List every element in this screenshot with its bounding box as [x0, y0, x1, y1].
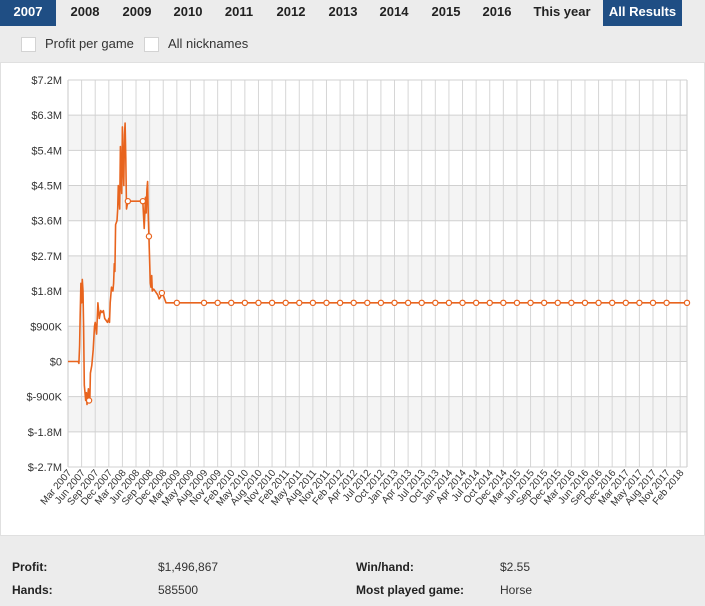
tab-2012[interactable]: 2012: [276, 4, 306, 19]
y-tick-label: $1.8M: [31, 286, 62, 298]
winhand-label: Win/hand:: [356, 560, 414, 574]
options-row: Profit per game All nicknames: [0, 34, 705, 56]
tab-2010[interactable]: 2010: [173, 4, 203, 19]
profit-point-marker: [636, 299, 643, 307]
profit-point-marker: [486, 299, 493, 307]
profit-point-marker: [540, 299, 548, 307]
profit-point-marker: [581, 299, 589, 307]
profit-point-marker: [214, 299, 221, 307]
profit-point-marker: [445, 299, 453, 307]
tab-2013[interactable]: 2013: [328, 4, 358, 19]
stats-panel: Profit: $1,496,867 Win/hand: $2.55 Hands…: [0, 546, 705, 606]
profit-point-marker: [145, 233, 153, 240]
profit-value: $1,496,867: [158, 560, 219, 574]
y-tick-label: $6.3M: [31, 110, 62, 122]
plot-band: [68, 220, 687, 256]
y-tick-label: $7.2M: [31, 75, 62, 87]
year-tabs: 2007 2008 2009 2010 2011 2012 2013 2014 …: [0, 0, 705, 26]
profit-point-marker: [513, 299, 521, 307]
tab-2016[interactable]: 2016: [482, 4, 512, 19]
profit-point-marker: [663, 299, 670, 307]
profit-per-game-checkbox[interactable]: [21, 37, 36, 52]
most-played-value: Horse: [500, 583, 533, 597]
profit-point-marker: [568, 299, 575, 307]
y-tick-label: $4.5M: [31, 181, 62, 193]
profit-point-marker: [255, 299, 262, 307]
profit-point-marker: [683, 299, 691, 307]
profit-point-marker: [432, 299, 439, 307]
tab-all-results[interactable]: All Results: [603, 0, 682, 26]
plot-band: [68, 396, 687, 432]
profit-point-marker: [377, 299, 385, 307]
y-tick-label: $0: [50, 356, 62, 368]
y-tick-label: $3.6M: [31, 216, 62, 228]
profit-label: Profit:: [12, 560, 48, 574]
y-tick-label: $-2.7M: [28, 462, 62, 474]
most-played-label: Most played game:: [356, 583, 465, 597]
tab-this-year[interactable]: This year: [533, 4, 591, 19]
chart-panel: $7.2M $6.3M $5.4M $4.5M $3.6M $2.7M $1.8M $900K…: [0, 62, 705, 536]
profit-point-marker: [309, 299, 317, 307]
hands-value: 585500: [158, 583, 199, 597]
filter-bar: 2007 2008 2009 2010 2011 2012 2013 2014 …: [0, 0, 705, 62]
profit-point-marker: [336, 299, 344, 307]
winhand-value: $2.55: [500, 560, 531, 574]
profit-series-line: [68, 122, 687, 406]
profit-point-marker: [649, 299, 657, 307]
profit-point-marker: [282, 299, 289, 307]
profit-point-marker: [173, 299, 181, 307]
profit-point-marker: [595, 299, 602, 307]
profit-point-marker: [418, 299, 425, 307]
y-tick-label: $900K: [30, 321, 62, 333]
profit-point-marker: [608, 299, 616, 307]
profit-point-marker: [404, 299, 412, 307]
profit-point-marker: [124, 197, 132, 205]
all-nicknames-checkbox[interactable]: [144, 37, 159, 52]
y-tick-label: $-1.8M: [28, 427, 62, 439]
profit-per-game-label[interactable]: Profit per game: [45, 36, 134, 51]
profit-point-marker: [554, 299, 561, 307]
profit-point-marker: [350, 299, 357, 307]
tab-2008[interactable]: 2008: [70, 4, 100, 19]
profit-point-marker: [296, 299, 303, 307]
plot-band: [68, 80, 687, 116]
profit-point-marker: [139, 197, 147, 205]
profit-line-chart: $7.2M $6.3M $5.4M $4.5M $3.6M $2.7M $1.8M $900K…: [27, 75, 691, 509]
plot-band: [68, 431, 687, 467]
plot-band: [68, 185, 687, 221]
y-tick-label: $2.7M: [31, 251, 62, 263]
profit-point-marker: [622, 299, 629, 307]
profit-point-marker: [391, 299, 398, 307]
profit-point-marker: [527, 299, 534, 307]
plot-band: [68, 326, 687, 362]
all-nicknames-label[interactable]: All nicknames: [168, 36, 249, 51]
tab-2009[interactable]: 2009: [122, 4, 152, 19]
profit-point-marker: [323, 299, 330, 307]
profit-point-marker: [472, 299, 480, 307]
y-tick-label: $-900K: [27, 392, 63, 404]
tab-2011[interactable]: 2011: [224, 4, 254, 19]
plot-band: [68, 361, 687, 397]
tab-2015[interactable]: 2015: [431, 4, 461, 19]
profit-point-marker: [268, 299, 276, 307]
profit-point-marker: [459, 299, 466, 307]
plot-band: [68, 291, 687, 327]
plot-band: [68, 115, 687, 151]
tab-2014[interactable]: 2014: [379, 4, 409, 19]
profit-point-marker: [241, 299, 249, 307]
hands-label: Hands:: [12, 583, 53, 597]
profit-point-marker: [200, 299, 208, 307]
tab-2007[interactable]: 2007: [0, 0, 56, 26]
profit-point-marker: [364, 299, 371, 307]
profit-point-marker: [85, 397, 93, 404]
profit-point-marker: [228, 299, 235, 307]
profit-point-marker: [158, 289, 166, 297]
plot-band: [68, 255, 687, 292]
plot-band: [68, 150, 687, 186]
y-tick-label: $5.4M: [31, 145, 62, 157]
profit-point-marker: [500, 299, 507, 307]
